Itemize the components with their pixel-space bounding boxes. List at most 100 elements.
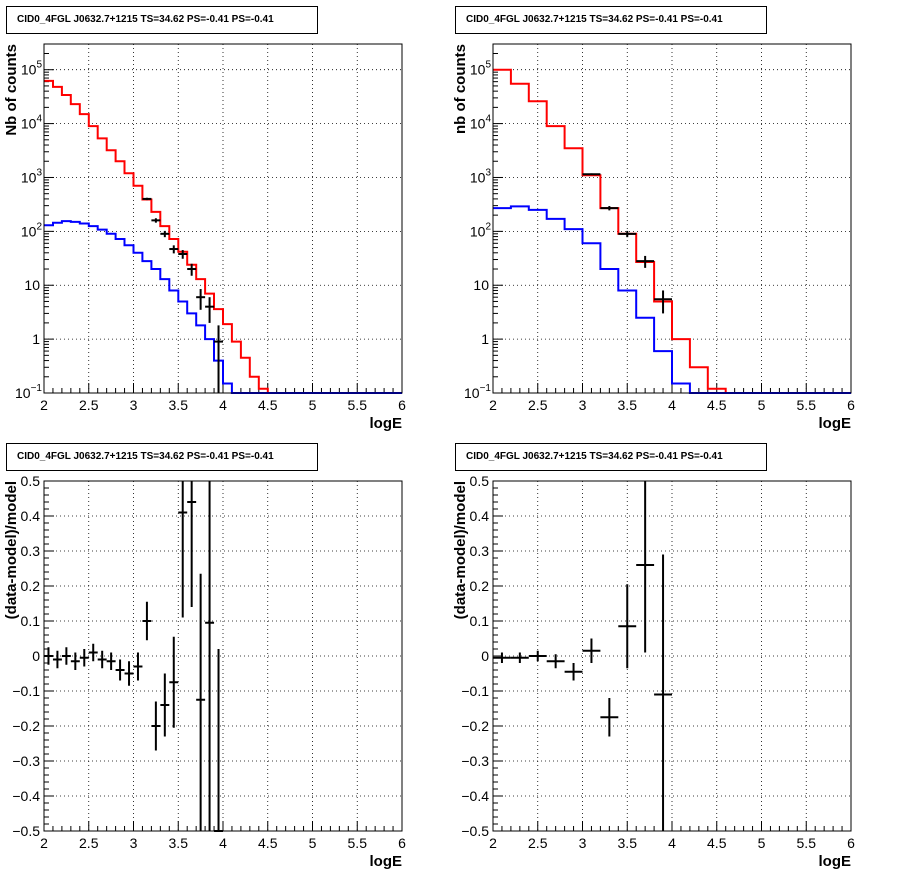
data-point [44, 647, 53, 665]
x-tick-label: 2.5 [528, 397, 548, 413]
plot-frame [43, 480, 403, 832]
data-point [564, 663, 583, 681]
data-point [169, 636, 179, 728]
y-tick-label: 102 [21, 221, 43, 239]
plot-frame [492, 480, 852, 832]
x-tick-label: 3.5 [618, 835, 638, 851]
y-axis-label: (data-model)/model [3, 481, 20, 619]
y-tick-label: 1 [32, 331, 40, 347]
data-point [600, 698, 619, 737]
y-tick-label: 10 [24, 277, 40, 293]
x-tick-label: 4 [219, 397, 227, 413]
x-tick-label: 4 [668, 835, 676, 851]
data-point [115, 659, 125, 681]
x-tick-label: 5 [309, 397, 317, 413]
y-tick-label: −0.2 [12, 718, 40, 734]
x-axis-label: logE [819, 853, 852, 870]
x-tick-label: 5 [309, 835, 317, 851]
x-tick-label: 6 [847, 397, 855, 413]
data-point [61, 647, 71, 665]
data-point [546, 654, 565, 669]
y-tick-label: −0.1 [12, 683, 40, 699]
plot-area [493, 481, 851, 831]
data-point [106, 652, 116, 670]
x-tick-label: 3 [579, 835, 587, 851]
data-point [618, 230, 637, 238]
x-tick-label: 5.5 [797, 397, 817, 413]
y-tick-label: 1 [481, 331, 489, 347]
x-axis-label: logE [819, 415, 852, 432]
y-tick-label: −0.1 [461, 683, 489, 699]
data-point [600, 206, 619, 211]
y-tick-label: 102 [470, 221, 492, 239]
data-point [196, 289, 206, 310]
x-tick-label: 2 [40, 397, 48, 413]
plot-frame [43, 43, 403, 394]
chart-title: CID0_4FGL J0632.7+1215 TS=34.62 PS=-0.41… [455, 443, 767, 471]
y-tick-label: 104 [21, 114, 43, 132]
y-tick-label: 0.5 [21, 473, 41, 489]
data-point [160, 673, 170, 737]
chart-panel: 2 2.5 3 3.5 4 4.5 5 5.5 6 10−1 1 10 102 103 104 105 logE… [3, 43, 406, 432]
data-point [79, 649, 89, 667]
x-tick-label: 5.5 [797, 835, 817, 851]
x-tick-label: 4.5 [707, 397, 727, 413]
x-tick-label: 2.5 [79, 835, 99, 851]
x-tick-label: 3 [579, 397, 587, 413]
y-axis-label: Nb of counts [3, 44, 20, 136]
y-tick-label: 0.4 [470, 508, 490, 524]
data-point [214, 325, 223, 393]
data-point [205, 297, 215, 323]
chart-panel: 2 2.5 3 3.5 4 4.5 5 5.5 6 −0.5 −0.4 −0.3 −0.2 −0.1 0 0.… [452, 473, 855, 870]
data-point [52, 650, 62, 669]
data-point [124, 661, 134, 686]
y-tick-label: −0.4 [461, 788, 489, 804]
chart-panel: 2 2.5 3 3.5 4 4.5 5 5.5 6 10−1 1 10 102 103 104 105 logE… [452, 43, 855, 432]
chart-title: CID0_4FGL J0632.7+1215 TS=34.62 PS=-0.41… [6, 443, 318, 471]
x-tick-label: 4.5 [258, 835, 278, 851]
x-tick-label: 3.5 [169, 397, 189, 413]
x-tick-label: 3.5 [169, 835, 189, 851]
data-point [654, 290, 672, 314]
x-tick-label: 2.5 [528, 835, 548, 851]
data-point [169, 245, 179, 254]
y-tick-label: 0.3 [470, 543, 490, 559]
x-tick-label: 4.5 [258, 397, 278, 413]
data-point [636, 481, 655, 653]
x-tick-label: 6 [398, 835, 406, 851]
data-point [510, 652, 529, 663]
plot-area [44, 481, 402, 831]
x-tick-label: 2 [40, 835, 48, 851]
data-point [196, 573, 206, 831]
x-tick-label: 5.5 [348, 835, 368, 851]
x-tick-label: 2.5 [79, 397, 99, 413]
y-tick-label: 103 [21, 167, 43, 185]
x-axis-label: logE [370, 853, 403, 870]
x-tick-label: 6 [398, 397, 406, 413]
y-axis-label: (data-model)/model [452, 481, 469, 619]
data-point [70, 652, 80, 670]
chart-title: CID0_4FGL J0632.7+1215 TS=34.62 PS=-0.41… [6, 6, 318, 34]
data-point [151, 218, 161, 223]
y-tick-label: 105 [21, 60, 43, 78]
data-point [187, 481, 197, 607]
y-tick-label: 0.5 [470, 473, 490, 489]
y-tick-label: −0.3 [461, 753, 489, 769]
y-tick-label: 104 [470, 114, 492, 132]
x-tick-label: 4 [668, 397, 676, 413]
y-tick-label: −0.3 [12, 753, 40, 769]
x-axis-label: logE [370, 415, 403, 432]
data-point [636, 255, 655, 268]
x-tick-label: 3 [130, 835, 138, 851]
data-point [88, 643, 98, 662]
y-tick-label: 0 [32, 648, 40, 664]
data-point [97, 650, 107, 669]
y-tick-label: −0.5 [461, 823, 489, 839]
y-tick-label: 0.2 [21, 578, 41, 594]
y-tick-label: 0.3 [21, 543, 41, 559]
x-tick-label: 2 [489, 835, 497, 851]
y-tick-label: 10−1 [464, 383, 491, 401]
x-tick-label: 3 [130, 397, 138, 413]
y-tick-label: 0.1 [21, 613, 41, 629]
y-tick-label: 0.2 [470, 578, 490, 594]
